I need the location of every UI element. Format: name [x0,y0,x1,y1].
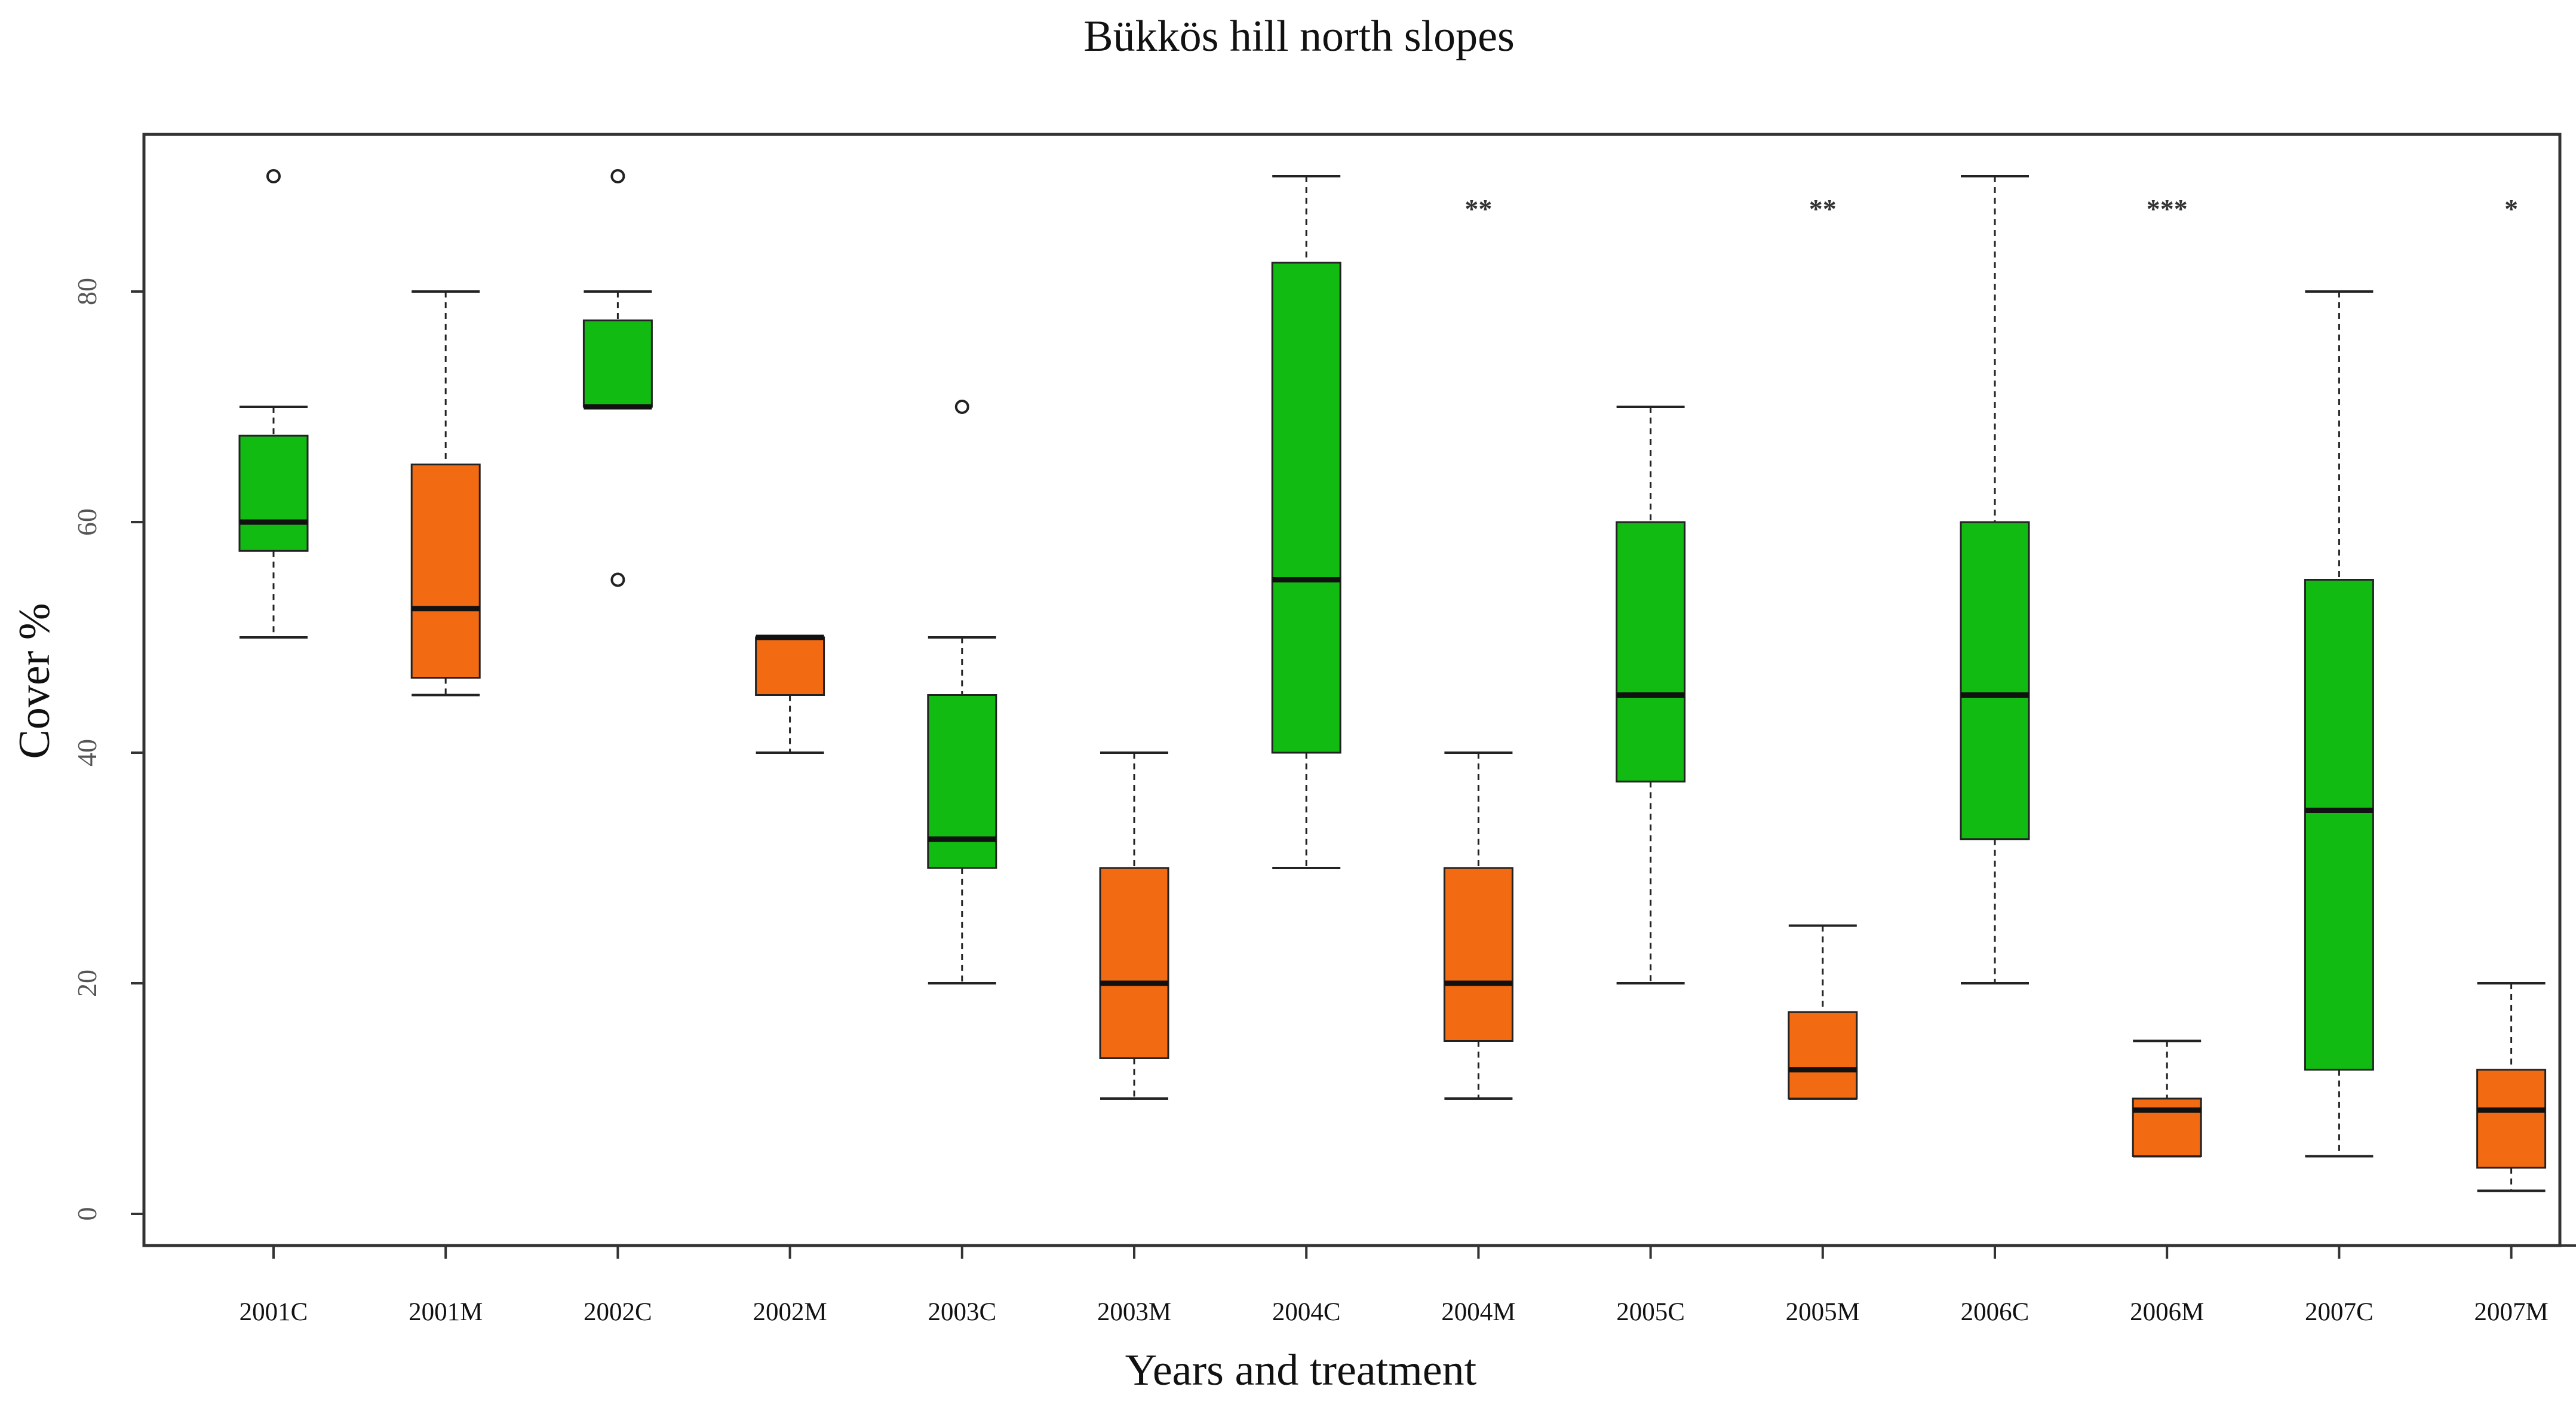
x-tick-label: 2006M [2130,1298,2204,1326]
x-tick-label: 2005C [1616,1298,1685,1326]
box-2002M [755,634,825,754]
x-tick-label: 2001C [240,1298,308,1326]
box-2004C [1271,175,1341,869]
x-tick-label: 2001M [409,1298,483,1326]
box-2006C [1960,175,2030,984]
chart-title: Bükkös hill north slopes [1083,12,1515,61]
x-tick-label: 2002M [753,1298,827,1326]
box-2005M: ** [1788,194,1858,1100]
y-axis-label: Cover % [10,603,59,759]
x-tick-label: 2004C [1272,1298,1341,1326]
box-2002C [582,169,653,587]
box-2003C [927,400,997,984]
y-tick-label: 80 [72,278,102,305]
y-tick-label: 40 [72,739,102,766]
significance-marker: ** [1809,194,1837,224]
x-axis-label: Years and treatment [1125,1346,1477,1395]
iqr-box [927,694,997,869]
iqr-box [1788,1011,1858,1100]
x-axis: 2001C 2001M 2002C 2002M 2003C 2003M 2004C 2004M… [240,1244,2576,1326]
y-tick-label: 20 [72,970,102,997]
iqr-box [582,319,653,408]
y-tick-label: 60 [72,508,102,536]
x-tick-label: 2003M [1097,1298,1171,1326]
iqr-box [755,636,825,696]
x-tick-label: 2004M [1441,1298,1515,1326]
x-tick-label: 2002C [584,1298,652,1326]
box-2001M [410,290,481,697]
iqr-box [1616,521,1686,783]
x-tick-label: 2007C [2305,1298,2374,1326]
box-2007M: * [2476,194,2547,1192]
significance-marker: * [2504,194,2518,224]
outlier-point [266,169,281,183]
box-2004M: ** [1443,194,1513,1100]
y-axis: 0 20 40 60 80 [72,278,145,1221]
box-2006M: *** [2132,194,2202,1158]
significance-marker: *** [2147,194,2188,224]
outlier-point [610,169,625,183]
box-series: *********** [238,169,2547,1192]
y-tick-label: 0 [72,1207,102,1221]
iqr-box [1960,521,2030,841]
iqr-box [1271,262,1341,754]
outlier-point [610,572,625,587]
iqr-box [1099,867,1169,1059]
x-tick-label: 2007M [2474,1298,2548,1326]
iqr-box [2132,1097,2202,1157]
iqr-box [2304,579,2374,1071]
box-2005C [1616,406,1686,984]
box-2001C [238,169,309,639]
x-tick-label: 2005M [1786,1298,1860,1326]
significance-marker: ** [1464,194,1492,224]
iqr-box [2476,1069,2547,1169]
iqr-box [1443,867,1513,1042]
iqr-box [238,434,309,552]
x-tick-label: 2006C [1961,1298,2030,1326]
x-tick-label: 2003C [928,1298,996,1326]
box-2003M [1099,751,1169,1100]
outlier-point [954,400,969,414]
iqr-box [410,464,481,679]
box-2007C [2304,290,2374,1158]
